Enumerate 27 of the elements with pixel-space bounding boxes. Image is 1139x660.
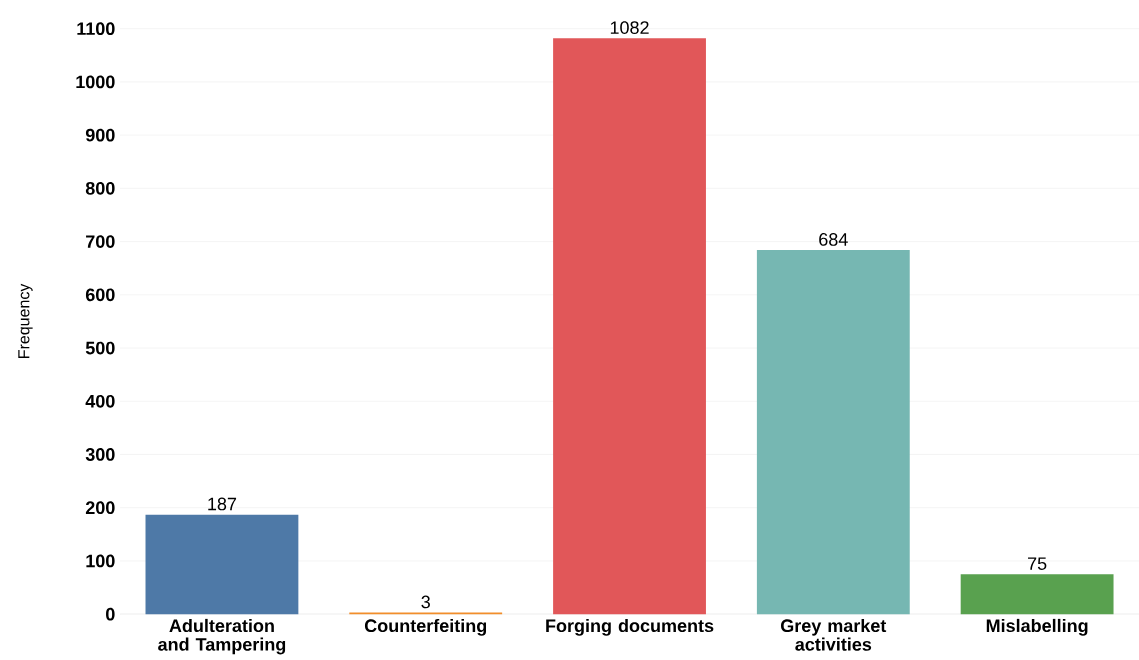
- y-tick-label: 200: [85, 501, 115, 514]
- x-tick-label: Grey market activities: [781, 618, 887, 651]
- y-tick-label: 500: [85, 341, 115, 355]
- bar: [756, 250, 910, 615]
- bar: [145, 514, 299, 615]
- y-tick-label: 400: [85, 394, 115, 408]
- y-tick-label: 600: [85, 288, 115, 302]
- bar: [960, 574, 1114, 615]
- y-tick-label: 900: [85, 128, 115, 142]
- data-label: 3: [421, 595, 430, 609]
- y-axis-title: Frequency: [18, 283, 33, 358]
- data-label: 684: [819, 232, 848, 246]
- data-label: 187: [208, 497, 237, 511]
- y-tick-label: 1100: [77, 22, 115, 35]
- y-tick-label: 700: [86, 235, 115, 248]
- data-label: 75: [1028, 557, 1047, 570]
- x-tick-label: Counterfeiting: [364, 618, 487, 636]
- y-tick-label: 1000: [76, 75, 115, 89]
- x-tick-label: Forging documents: [546, 618, 714, 636]
- y-tick-label: 100: [86, 554, 115, 568]
- y-tick-label: 800: [85, 181, 115, 195]
- x-tick-label: Adulteration and Tampering: [158, 618, 286, 655]
- y-tick-label: 300: [85, 448, 115, 461]
- bar: [553, 38, 706, 615]
- x-tick-label: Mislabelling: [986, 618, 1088, 636]
- y-tick-label: 0: [106, 607, 115, 621]
- data-label: 1082: [610, 21, 649, 34]
